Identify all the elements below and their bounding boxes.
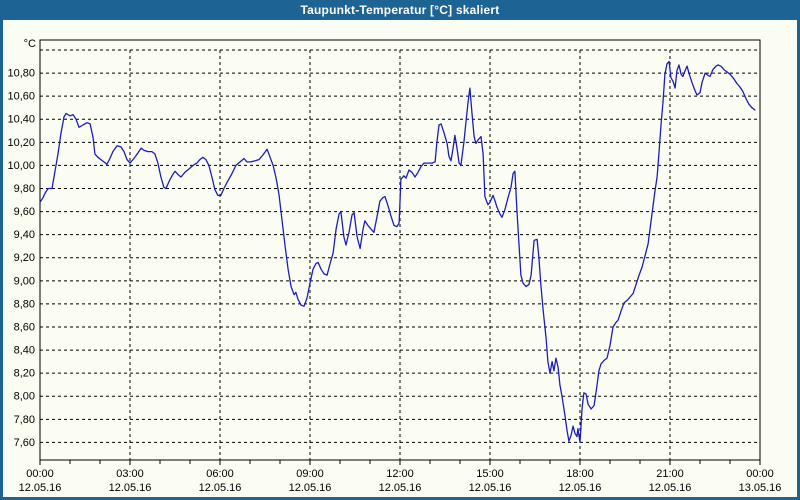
y-tick-label: 10,80	[7, 68, 35, 80]
y-axis-unit-label: °C	[24, 38, 36, 50]
x-tick-time-label: 09:00	[296, 468, 324, 480]
x-tick-date-label: 12.05.16	[379, 482, 422, 494]
x-tick-time-label: 15:00	[476, 468, 504, 480]
y-tick-label: 8,00	[14, 391, 35, 403]
x-tick-date-label: 12.05.16	[19, 482, 62, 494]
y-tick-label: 7,60	[14, 437, 35, 449]
y-tick-label: 9,80	[14, 183, 35, 195]
x-tick-time-label: 21:00	[656, 468, 684, 480]
y-tick-label: 10,20	[7, 137, 35, 149]
y-tick-label: 9,60	[14, 206, 35, 218]
x-tick-time-label: 00:00	[746, 468, 774, 480]
y-tick-label: 8,80	[14, 298, 35, 310]
x-tick-date-label: 12.05.16	[469, 482, 512, 494]
y-tick-label: 10,60	[7, 91, 35, 103]
y-tick-label: 9,20	[14, 252, 35, 264]
y-tick-label: 8,60	[14, 321, 35, 333]
x-tick-date-label: 12.05.16	[559, 482, 602, 494]
y-tick-label: 8,20	[14, 368, 35, 380]
y-tick-label: 8,40	[14, 345, 35, 357]
x-tick-time-label: 12:00	[386, 468, 414, 480]
x-tick-time-label: 00:00	[26, 468, 54, 480]
y-tick-label: 9,40	[14, 229, 35, 241]
chart-area: °C 10,80 10,60 10,40 10,20 10,00 9,80 9,60 9,40 9…	[3, 20, 797, 497]
y-tick-label: 10,40	[7, 114, 35, 126]
temperature-line	[39, 60, 756, 444]
x-tick-date-label: 12.05.16	[289, 482, 332, 494]
x-tick-time-label: 03:00	[116, 468, 144, 480]
y-tick-label: 7,80	[14, 414, 35, 426]
y-tick-label: 9,00	[14, 275, 35, 287]
y-tick-label: 10,00	[7, 160, 35, 172]
chart-canvas: °C 10,80 10,60 10,40 10,20 10,00 9,80 9,60 9,40 9…	[7, 38, 782, 494]
x-tick-date-label: 12.05.16	[649, 482, 692, 494]
x-tick-date-label: 12.05.16	[109, 482, 152, 494]
x-tick-date-label: 13.05.16	[739, 482, 782, 494]
x-tick-date-label: 12.05.16	[199, 482, 242, 494]
window-titlebar: Taupunkt-Temperatur [°C] skaliert	[3, 0, 797, 20]
x-tick-time-label: 06:00	[206, 468, 234, 480]
x-tick-time-label: 18:00	[566, 468, 594, 480]
chart-title: Taupunkt-Temperatur [°C] skaliert	[300, 3, 500, 17]
